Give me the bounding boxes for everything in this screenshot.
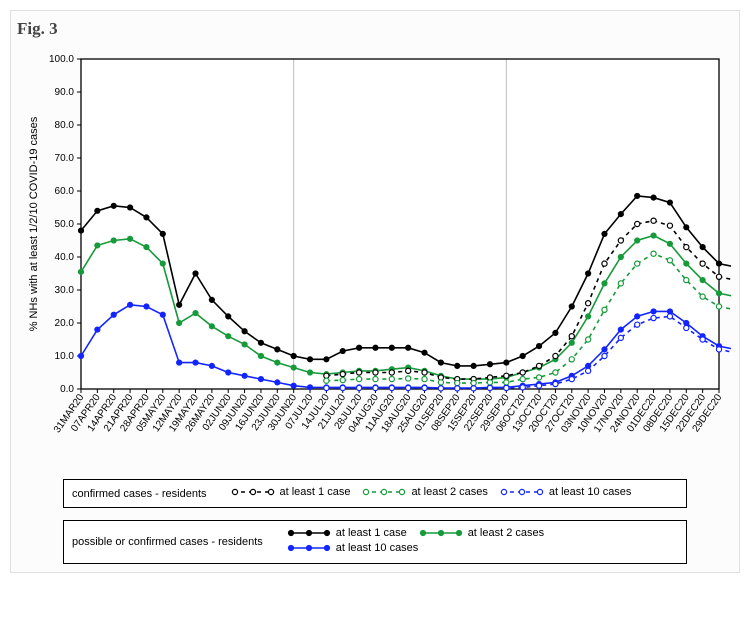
legend-item-label: at least 10 cases [549, 486, 632, 498]
legend-possible-lead: possible or confirmed cases - residents [72, 536, 263, 548]
figure-title: Fig. 3 [11, 11, 739, 45]
svg-text:70.0: 70.0 [55, 153, 75, 164]
svg-text:30.0: 30.0 [55, 285, 75, 296]
legend-item-label: at least 1 case [280, 486, 351, 498]
legend-possible: possible or confirmed cases - residents … [63, 520, 687, 564]
svg-text:100.0: 100.0 [49, 54, 74, 65]
svg-text:80.0: 80.0 [55, 120, 75, 131]
legend-item-c_2: at least 2 cases [362, 486, 487, 498]
chart-area: 0.0 10.0 20.0 30.0 40.0 50.0 60.0 70.0 80.0 90.0 1… [11, 45, 739, 467]
legend-confirmed: confirmed cases - residents at least 1 c… [63, 479, 687, 508]
svg-text:90.0: 90.0 [55, 87, 75, 98]
legend-item-pc_10: at least 10 cases [287, 542, 419, 554]
legend-item-label: at least 2 cases [468, 527, 544, 539]
legend-item-c_10: at least 10 cases [500, 486, 632, 498]
svg-text:60.0: 60.0 [55, 186, 75, 197]
legend-confirmed-lead: confirmed cases - residents [72, 488, 207, 500]
legend-item-pc_2: at least 2 cases [419, 527, 544, 539]
svg-text:% NHs with at least 1/2/10 COV: % NHs with at least 1/2/10 COVID-19 case… [28, 116, 40, 331]
legend-item-label: at least 2 cases [411, 486, 487, 498]
svg-text:20.0: 20.0 [55, 318, 75, 329]
line-chart: 0.0 10.0 20.0 30.0 40.0 50.0 60.0 70.0 80.0 90.0 1… [19, 49, 731, 459]
svg-text:10.0: 10.0 [55, 351, 75, 362]
legend-item-label: at least 1 case [336, 527, 407, 539]
legend-item-label: at least 10 cases [336, 542, 419, 554]
legend-item-pc_1: at least 1 case [287, 527, 407, 539]
svg-text:50.0: 50.0 [55, 219, 75, 230]
figure-container: Fig. 3 0.0 10.0 20.0 30.0 40.0 50.0 60.0 70.0 80… [10, 10, 740, 573]
legend-item-c_1: at least 1 case [231, 486, 351, 498]
svg-text:0.0: 0.0 [60, 384, 74, 395]
svg-text:40.0: 40.0 [55, 252, 75, 263]
